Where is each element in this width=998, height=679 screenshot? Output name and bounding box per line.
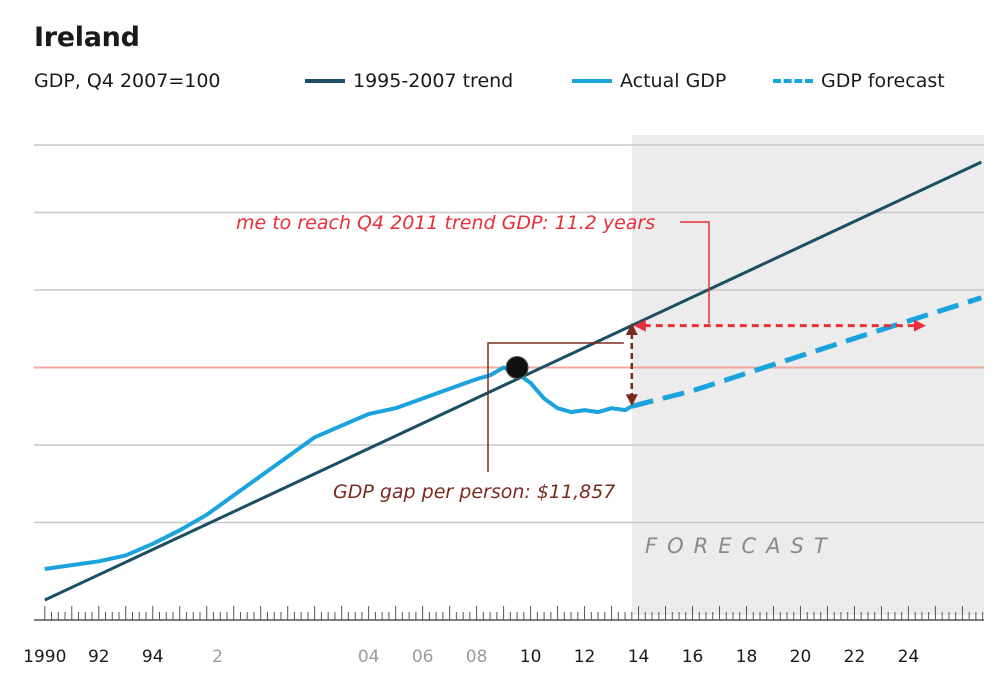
- x-tick-label: 16: [682, 647, 704, 667]
- x-tick-label: 20: [790, 647, 812, 667]
- x-tick-label: 24: [898, 647, 920, 667]
- gap-annotation: GDP gap per person: $11,857: [333, 481, 615, 503]
- years-arrowhead-right: [913, 319, 926, 332]
- x-tick-label: 1990: [23, 647, 66, 667]
- legend-label-actual: Actual GDP: [620, 70, 727, 92]
- x-tick-label: 92: [88, 647, 110, 667]
- forecast-label: FORECAST: [645, 534, 837, 558]
- legend-item-forecast: GDP forecast: [773, 70, 945, 92]
- x-tick-label: 94: [142, 647, 164, 667]
- gap-leader: [487, 342, 624, 472]
- series-line-forecast: [631, 295, 983, 409]
- gap-arrowhead-bottom: [625, 394, 638, 407]
- legend: 1995-2007 trend Actual GDP GDP forecast: [300, 70, 970, 100]
- chart-subtitle: GDP, Q4 2007=100: [34, 70, 221, 92]
- years-annotation: me to reach Q4 2011 trend GDP: 11.2 year…: [236, 212, 655, 234]
- legend-swatch-forecast: [773, 79, 813, 83]
- series-line-trend: [44, 160, 982, 602]
- gap-arrowhead-top: [625, 322, 638, 335]
- x-tick-label: 14: [628, 647, 650, 667]
- x-tick-label: 2: [212, 647, 223, 667]
- x-tick-label: 06: [412, 647, 434, 667]
- forecast-region: [631, 135, 984, 615]
- x-tick-label: 12: [574, 647, 596, 667]
- q4-2007-marker: [505, 356, 529, 379]
- years-leader: [680, 221, 710, 324]
- legend-label-trend: 1995-2007 trend: [353, 70, 514, 92]
- x-tick-label: 04: [358, 647, 380, 667]
- years-arrowhead-left: [633, 319, 646, 332]
- legend-swatch-actual: [572, 79, 612, 83]
- legend-item-actual: Actual GDP: [572, 70, 726, 92]
- legend-label-forecast: GDP forecast: [821, 70, 945, 92]
- series-line-actual: [44, 365, 633, 571]
- x-tick-label: 18: [736, 647, 758, 667]
- legend-swatch-trend: [305, 79, 345, 83]
- chart-title: Ireland: [34, 22, 140, 53]
- x-tick-label: 10: [520, 647, 542, 667]
- legend-item-trend: 1995-2007 trend: [305, 70, 513, 92]
- x-tick-label: 08: [466, 647, 488, 667]
- x-tick-label: 22: [844, 647, 866, 667]
